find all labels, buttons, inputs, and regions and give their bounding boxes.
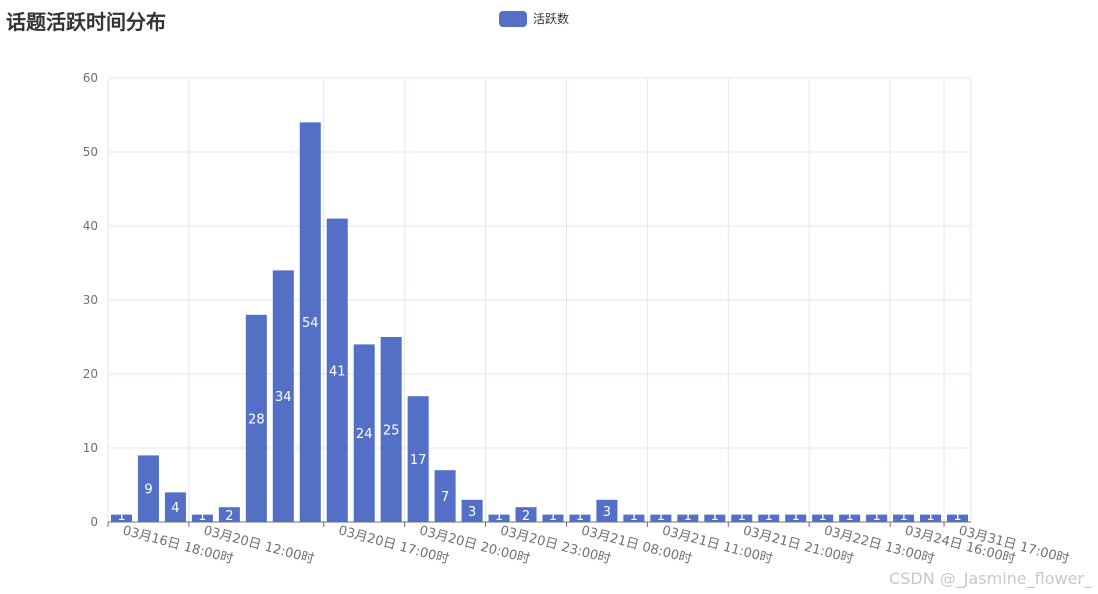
bar <box>272 270 294 522</box>
bar <box>650 514 672 522</box>
bar <box>218 507 240 522</box>
bar-data-label: 1 <box>926 509 934 524</box>
bar <box>326 218 348 522</box>
bar <box>137 455 159 522</box>
bar-data-label: 1 <box>765 509 773 524</box>
bar-data-label: 1 <box>872 509 880 524</box>
bar <box>434 470 456 522</box>
bar <box>488 514 510 522</box>
bar <box>946 514 969 522</box>
bar-data-label: 1 <box>738 509 746 524</box>
bar <box>596 499 618 522</box>
bar-data-label: 2 <box>225 509 233 524</box>
bar <box>353 344 375 522</box>
bar-data-label: 1 <box>630 509 638 524</box>
bar-data-label: 1 <box>711 509 719 524</box>
watermark: CSDN @_Jasmine_flower_ <box>889 569 1092 588</box>
bar <box>839 514 861 522</box>
bar-data-label: 7 <box>441 490 449 505</box>
bar-data-label: 1 <box>198 509 206 524</box>
bar-data-label: 28 <box>248 412 265 427</box>
bar-data-label: 1 <box>657 509 665 524</box>
bar-data-label: 1 <box>819 509 827 524</box>
y-tick-label: 20 <box>83 367 98 381</box>
bar <box>731 514 753 522</box>
bar <box>758 514 780 522</box>
y-tick-label: 50 <box>83 145 98 159</box>
bar-data-label: 1 <box>846 509 854 524</box>
chart-title: 话题活跃时间分布 <box>6 10 166 34</box>
y-tick-label: 40 <box>83 219 98 233</box>
bar <box>164 492 186 522</box>
bar <box>380 337 402 522</box>
bar-data-label: 54 <box>302 316 319 331</box>
bar-data-label: 34 <box>275 390 292 405</box>
y-tick-label: 60 <box>83 71 98 85</box>
bar <box>245 314 267 522</box>
bar-data-label: 17 <box>410 453 427 468</box>
legend-label: 活跃数 <box>533 12 570 26</box>
bar <box>461 499 483 522</box>
bar <box>623 514 645 522</box>
bar-data-label: 1 <box>792 509 800 524</box>
y-tick-label: 10 <box>83 441 98 455</box>
bar-data-label: 1 <box>549 509 557 524</box>
bar <box>542 514 564 522</box>
bar <box>191 514 213 522</box>
bar-data-label: 3 <box>603 505 611 520</box>
bar <box>407 396 429 522</box>
bar-data-label: 1 <box>495 509 503 524</box>
bar-data-label: 24 <box>356 427 373 442</box>
bar <box>515 507 537 522</box>
bar-data-label: 3 <box>468 505 476 520</box>
bar <box>785 514 807 522</box>
legend[interactable]: 活跃数 <box>499 10 569 27</box>
bar <box>920 514 942 522</box>
bar-data-label: 1 <box>953 509 961 524</box>
bar-data-label: 2 <box>522 509 530 524</box>
bar-data-label: 4 <box>171 501 179 516</box>
bar <box>704 514 726 522</box>
y-tick-label: 0 <box>90 515 98 529</box>
bar <box>866 514 888 522</box>
bar-data-label: 9 <box>144 483 152 498</box>
bar-data-label: 1 <box>899 509 907 524</box>
bar-data-label: 1 <box>117 509 125 524</box>
bar-data-label: 41 <box>329 364 346 379</box>
bar <box>299 122 321 523</box>
bar <box>569 514 591 522</box>
bar <box>110 514 133 522</box>
bar-data-label: 1 <box>576 509 584 524</box>
bar <box>677 514 699 522</box>
bar <box>812 514 834 522</box>
bar-data-label: 25 <box>383 424 400 439</box>
legend-swatch <box>499 10 527 27</box>
y-tick-label: 30 <box>83 293 98 307</box>
bar <box>893 514 915 522</box>
bar-data-label: 1 <box>684 509 692 524</box>
